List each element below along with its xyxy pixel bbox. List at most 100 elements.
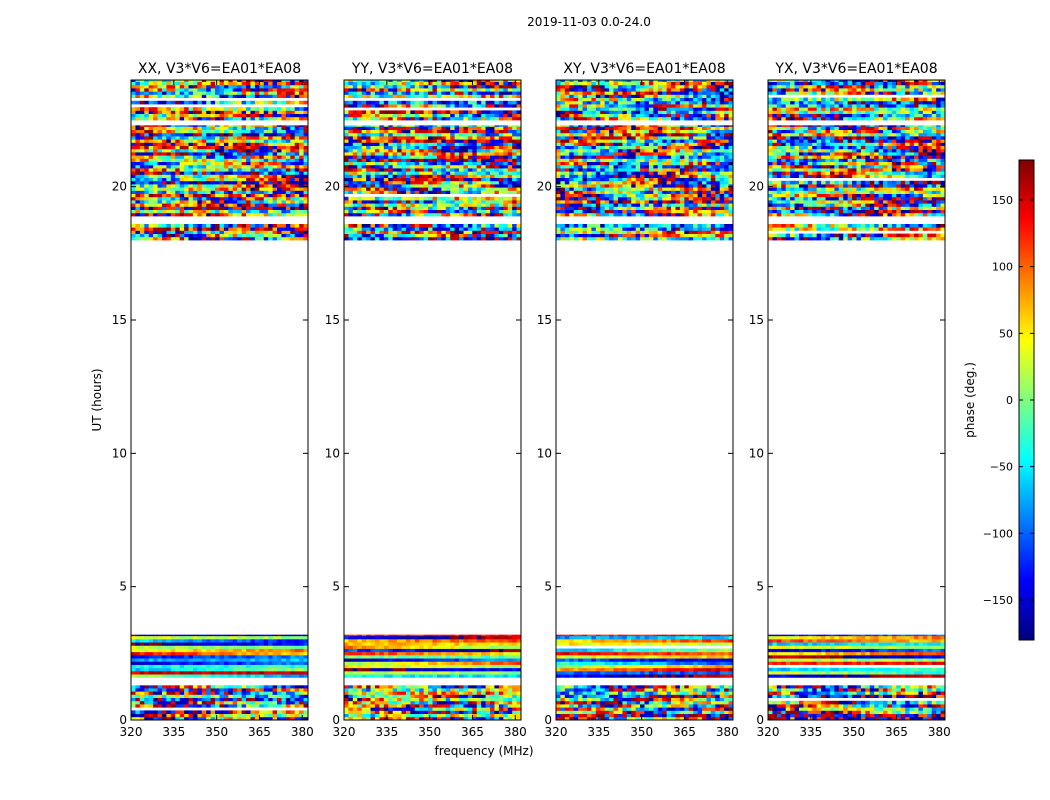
heatmap-cell xyxy=(294,196,300,201)
heatmap-cell xyxy=(405,645,411,649)
heatmap-cell xyxy=(285,674,291,678)
heatmap-cell xyxy=(405,200,411,204)
heatmap-cell xyxy=(383,203,389,207)
heatmap-cell xyxy=(192,110,198,114)
heatmap-cell xyxy=(259,116,265,121)
heatmap-cell xyxy=(445,171,451,175)
heatmap-cell xyxy=(423,190,429,194)
heatmap-cell xyxy=(463,224,469,228)
heatmap-cell xyxy=(215,107,220,111)
heatmap-cell xyxy=(139,110,145,114)
heatmap-cell xyxy=(206,171,212,175)
heatmap-cell xyxy=(379,168,385,172)
heatmap-cell xyxy=(459,148,464,153)
heatmap-cell xyxy=(432,200,438,204)
heatmap-cell xyxy=(206,142,212,146)
heatmap-cell xyxy=(246,710,251,714)
heatmap-cell xyxy=(241,654,247,659)
heatmap-cell xyxy=(357,707,363,711)
heatmap-cell xyxy=(463,190,469,194)
heatmap-cell xyxy=(223,196,229,201)
heatmap-cell xyxy=(436,691,442,695)
heatmap-cell xyxy=(450,230,456,234)
heatmap-cell xyxy=(254,227,260,231)
heatmap-cell xyxy=(516,180,522,185)
heatmap-cell xyxy=(357,155,363,159)
heatmap-cell xyxy=(294,694,300,698)
heatmap-cell xyxy=(401,158,407,162)
heatmap-cell xyxy=(161,107,167,111)
heatmap-cell xyxy=(153,91,158,95)
heatmap-cell xyxy=(463,713,469,718)
heatmap-cell xyxy=(299,155,304,159)
heatmap-cell xyxy=(485,233,491,238)
heatmap-cell xyxy=(419,694,425,698)
heatmap-cell xyxy=(250,107,256,111)
heatmap-cell xyxy=(219,88,225,92)
heatmap-cell xyxy=(516,691,522,695)
heatmap-cell xyxy=(192,661,198,665)
heatmap-cell xyxy=(401,667,407,672)
heatmap-cell xyxy=(361,716,367,721)
heatmap-cell xyxy=(454,132,460,137)
heatmap-cell xyxy=(254,700,260,705)
heatmap-cell xyxy=(366,685,371,689)
heatmap-cell xyxy=(148,107,154,111)
heatmap-cell xyxy=(170,142,176,146)
heatmap-cell xyxy=(512,177,517,182)
heatmap-cell xyxy=(490,642,495,646)
heatmap-cell xyxy=(197,142,203,146)
heatmap-cell xyxy=(148,145,154,150)
heatmap-cell xyxy=(290,227,296,231)
heatmap-cell xyxy=(481,645,486,649)
heatmap-cell xyxy=(153,704,158,708)
heatmap-cell xyxy=(175,171,181,175)
heatmap-cell xyxy=(201,168,207,172)
heatmap-cell xyxy=(246,688,251,692)
heatmap-cell xyxy=(281,152,287,156)
heatmap-cell xyxy=(516,209,522,214)
heatmap-cell xyxy=(516,174,522,178)
heatmap-cell xyxy=(250,174,256,178)
heatmap-cell xyxy=(445,168,451,172)
heatmap-cell xyxy=(294,642,300,646)
heatmap-cell xyxy=(250,88,256,92)
heatmap-cell xyxy=(192,642,198,646)
heatmap-cell xyxy=(414,158,420,162)
heatmap-cell xyxy=(228,206,234,210)
heatmap-cell xyxy=(281,654,287,659)
heatmap-cell xyxy=(441,648,447,653)
heatmap-cell xyxy=(450,161,456,166)
heatmap-cell xyxy=(215,116,220,121)
heatmap-cell xyxy=(210,161,216,166)
heatmap-cell xyxy=(481,171,486,175)
heatmap-cell xyxy=(423,227,429,231)
heatmap-cell xyxy=(405,648,411,653)
heatmap-cell xyxy=(410,658,416,662)
heatmap-cell xyxy=(414,713,420,718)
heatmap-cell xyxy=(463,187,469,191)
heatmap-cell xyxy=(485,716,491,721)
heatmap-cell xyxy=(153,227,158,231)
heatmap-cell xyxy=(285,697,291,702)
heatmap-cell xyxy=(348,642,354,646)
heatmap-cell xyxy=(410,654,416,659)
heatmap-cell xyxy=(237,136,243,140)
heatmap-cell xyxy=(175,168,181,172)
heatmap-cell xyxy=(201,171,207,175)
heatmap-cell xyxy=(494,674,500,678)
heatmap-cell xyxy=(285,209,291,214)
heatmap-cell xyxy=(206,209,212,214)
heatmap-cell xyxy=(201,132,207,137)
heatmap-cell xyxy=(228,642,234,646)
heatmap-cell xyxy=(410,190,416,194)
heatmap-cell xyxy=(432,651,438,656)
heatmap-cell xyxy=(157,670,163,675)
heatmap-cell xyxy=(441,667,447,672)
heatmap-cell xyxy=(290,100,296,105)
heatmap-cell xyxy=(206,685,212,689)
heatmap-cell xyxy=(414,209,420,214)
heatmap-cell xyxy=(383,674,389,678)
heatmap-cell xyxy=(263,700,269,705)
heatmap-cell xyxy=(512,674,517,678)
